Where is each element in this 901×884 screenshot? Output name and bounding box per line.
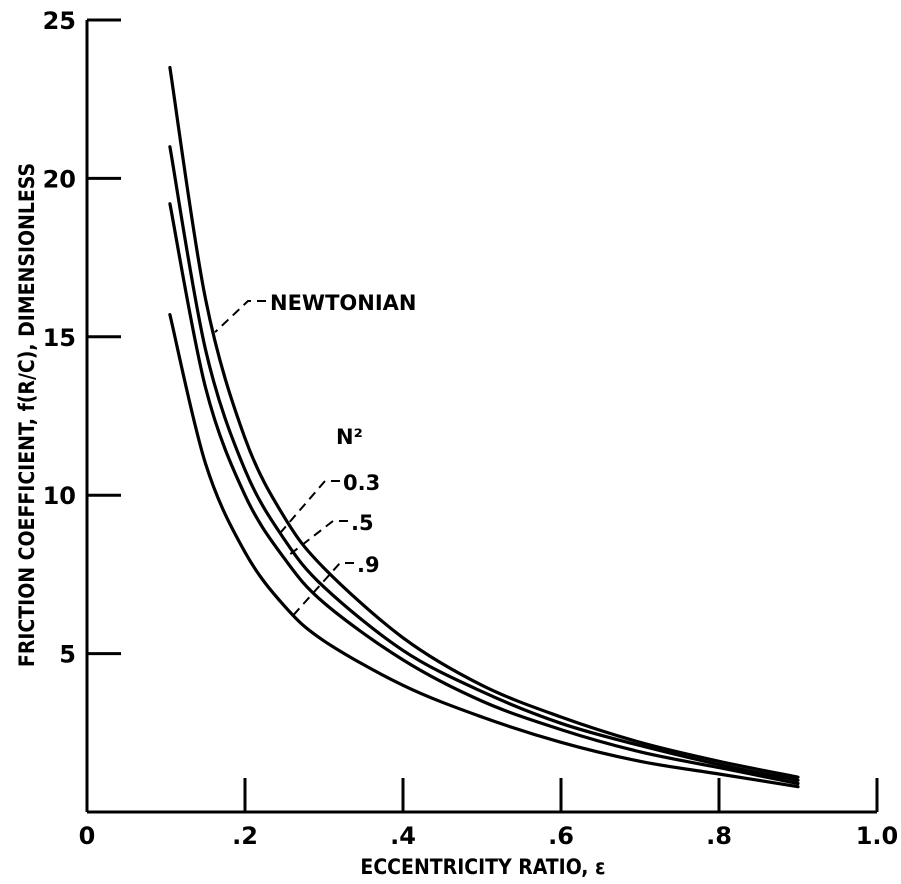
series-curve-newtonian — [168, 65, 800, 779]
axis-ticks: 0 .2 .4 .6 .8 1.0 5 10 15 20 25 — [43, 7, 899, 850]
series-label-0-3: 0.3 — [343, 471, 380, 495]
axes — [85, 20, 877, 814]
y-tick-label: 25 — [43, 7, 76, 35]
x-tick-label: 0 — [79, 822, 96, 850]
series-leader-lines — [214, 300, 354, 616]
x-tick-label: .4 — [390, 822, 416, 850]
series-label-0-5: .5 — [351, 511, 374, 535]
y-tick-label: 5 — [59, 641, 76, 669]
series-curves — [168, 65, 800, 789]
x-tick-label: 1.0 — [856, 822, 899, 850]
legend-title: N² — [336, 425, 363, 449]
x-tick-label: .2 — [232, 822, 258, 850]
leader-0-9 — [293, 562, 354, 616]
series-curve-0-3 — [168, 145, 800, 782]
series-curve-0-5 — [168, 202, 800, 786]
y-tick-label: 20 — [43, 165, 76, 193]
series-label-0-9: .9 — [357, 553, 380, 577]
x-tick-label: .6 — [548, 822, 574, 850]
leader-0-5 — [283, 520, 348, 560]
leader-0-3 — [279, 480, 340, 534]
series-label-newtonian: NEWTONIAN — [270, 291, 416, 315]
y-tick-label: 10 — [43, 482, 76, 510]
x-axis-title: ECCENTRICITY RATIO, ε — [360, 855, 605, 879]
y-tick-label: 15 — [43, 324, 76, 352]
series-curve-0-9 — [168, 313, 800, 789]
y-axis-title: FRICTION COEFFICIENT, f(R/C), DIMENSIONL… — [15, 163, 39, 667]
x-tick-label: .8 — [706, 822, 732, 850]
leader-newtonian — [214, 300, 266, 333]
